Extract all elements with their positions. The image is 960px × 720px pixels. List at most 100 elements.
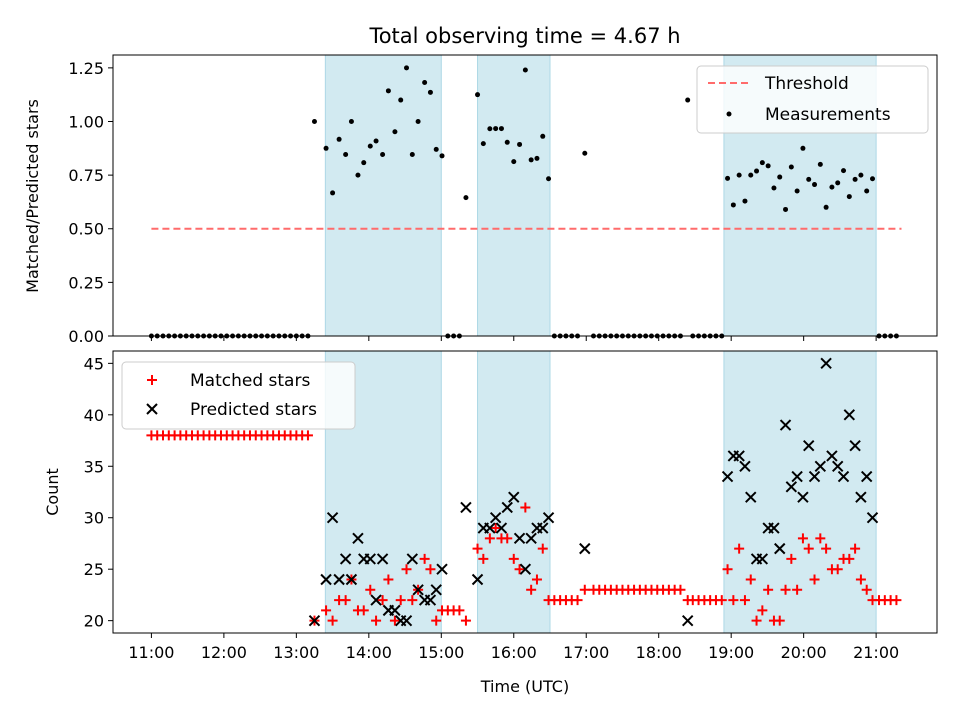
- count-legend: Matched stars Predicted stars: [121, 361, 356, 430]
- measurement-point: [817, 161, 823, 167]
- predicted-star-marker: [519, 563, 532, 575]
- measurement-point: [355, 172, 361, 178]
- measurement-point: [823, 204, 829, 210]
- predicted-star-marker: [513, 532, 526, 545]
- measurement-point: [487, 126, 493, 132]
- predicted-star-marker: [471, 573, 484, 586]
- measurement-point: [736, 172, 742, 178]
- matched-star-marker: [855, 574, 866, 585]
- measurement-point: [754, 168, 760, 174]
- matched-star-marker: [815, 533, 826, 544]
- legend-threshold-label: Threshold: [764, 74, 849, 94]
- matched-star-marker: [358, 605, 369, 616]
- predicted-star-marker: [721, 470, 734, 483]
- matched-star-marker: [891, 595, 902, 606]
- matched-star-marker: [327, 615, 338, 626]
- matched-star-marker: [502, 533, 513, 544]
- x-tick-label: 14:00: [346, 643, 392, 662]
- matched-star-marker: [389, 615, 400, 626]
- predicted-star-marker: [345, 573, 358, 586]
- x-tick-label: 13:00: [273, 643, 319, 662]
- measurement-point: [725, 175, 731, 181]
- count-legend-box: [121, 361, 356, 430]
- predicted-star-markers: [308, 357, 879, 627]
- time-x-axis-label: Time (UTC): [480, 677, 569, 696]
- predicted-star-marker: [339, 553, 352, 565]
- matched-star-marker: [537, 543, 548, 554]
- observing-window-1: [324, 54, 442, 337]
- measurement-point: [367, 143, 373, 149]
- measurement-point: [777, 174, 783, 180]
- matched-star-marker: [809, 574, 820, 585]
- matched-star-marker: [490, 523, 501, 534]
- matched-star-marker: [401, 564, 412, 575]
- matched-star-marker: [774, 615, 785, 626]
- predicted-star-marker: [681, 614, 694, 627]
- predicted-star-marker: [860, 470, 873, 483]
- predicted-star-marker: [320, 573, 332, 586]
- predicted-star-marker: [370, 594, 382, 606]
- measurement-point: [841, 168, 847, 174]
- legend-matched-label: Matched stars: [190, 371, 310, 391]
- predicted-star-marker: [803, 439, 815, 452]
- legend-measurements-swatch: [726, 111, 732, 117]
- predicted-star-marker: [389, 604, 401, 617]
- y-tick-label: 0.75: [68, 166, 104, 185]
- matched-star-marker: [340, 595, 351, 606]
- matched-star-marker: [484, 533, 495, 544]
- predicted-star-marker: [489, 512, 502, 524]
- matched-star-marker: [514, 564, 525, 575]
- measurement-point: [846, 194, 852, 200]
- matched-star-marker: [526, 584, 537, 595]
- matched-star-marker: [722, 564, 733, 575]
- measurement-point: [323, 145, 329, 151]
- matched-star-marker: [431, 615, 442, 626]
- predicted-star-marker: [542, 512, 555, 524]
- x-tick-label: 18:00: [636, 643, 682, 662]
- measurement-point: [794, 188, 800, 194]
- legend-measurements-label: Measurements: [765, 105, 891, 125]
- predicted-star-marker: [808, 470, 821, 483]
- matched-star-marker: [478, 553, 489, 564]
- observing-windows: [324, 350, 877, 634]
- matched-star-marker: [572, 595, 583, 606]
- measurement-point: [380, 152, 386, 158]
- x-tick-label: 16:00: [491, 643, 537, 662]
- matched-star-marker: [792, 584, 803, 595]
- y-tick-label: 40: [84, 406, 104, 425]
- matched-star-marker: [407, 595, 418, 606]
- predicted-star-marker: [797, 491, 809, 503]
- x-tick-label: 12:00: [201, 643, 247, 662]
- y-tick-label: 0.50: [68, 220, 104, 239]
- predicted-star-marker: [412, 584, 424, 596]
- predicted-star-marker: [364, 553, 376, 565]
- measurement-point: [870, 176, 876, 182]
- measurement-point: [348, 118, 354, 124]
- measurement-point: [392, 129, 398, 135]
- matched-star-marker: [751, 615, 762, 626]
- measurement-point: [829, 184, 835, 190]
- ratio-panel-frame: [112, 54, 938, 337]
- ratio-x-ticks: [150, 336, 877, 341]
- predicted-star-marker: [484, 522, 496, 534]
- measurement-point: [517, 141, 523, 147]
- matched-star-marker: [302, 430, 313, 441]
- predicted-star-marker: [814, 460, 827, 472]
- x-tick-label: 11:00: [128, 643, 174, 662]
- predicted-star-marker: [739, 460, 751, 472]
- measurement-point: [498, 126, 504, 132]
- matched-star-marker: [395, 595, 406, 606]
- matched-star-marker: [520, 502, 531, 513]
- matched-star-marker: [472, 543, 483, 554]
- y-tick-label: 0.00: [68, 327, 104, 346]
- count-y-axis-label: Count: [43, 468, 62, 516]
- measurement-point: [540, 133, 546, 139]
- y-tick-label: 1.00: [68, 112, 104, 131]
- matched-star-marker: [377, 595, 388, 606]
- measurement-point: [385, 88, 391, 94]
- measurement-point: [463, 195, 469, 201]
- predicted-star-marker: [785, 481, 798, 493]
- measurement-point: [771, 185, 777, 191]
- y-tick-label: 25: [84, 560, 104, 579]
- y-tick-label: 0.25: [68, 273, 104, 292]
